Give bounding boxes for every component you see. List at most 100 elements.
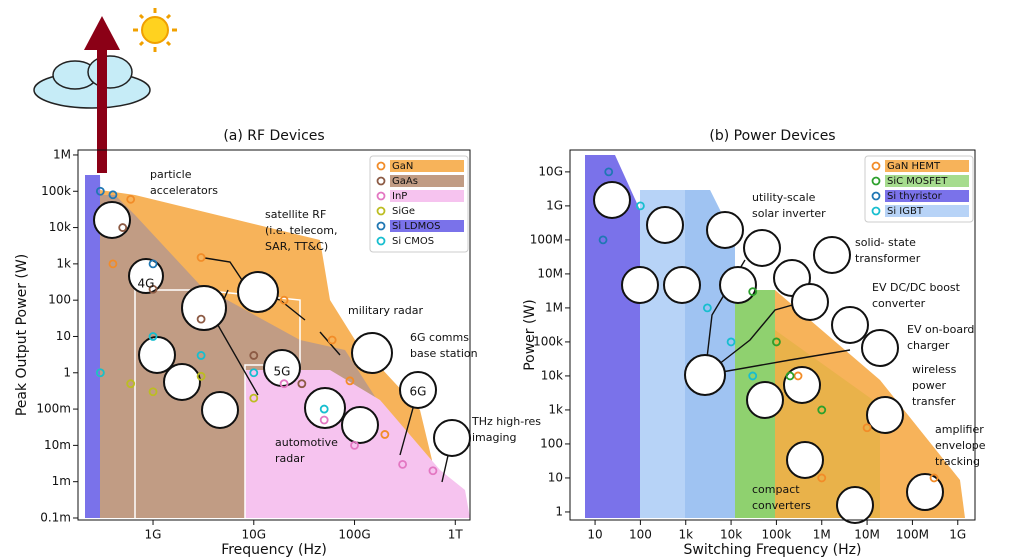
point (817, 473, 827, 483)
icon (684, 354, 726, 396)
x-tick-label: 100k (761, 528, 791, 542)
legend-label: Si thyristor (887, 191, 943, 202)
y-tick-label: 0.1m (40, 510, 71, 524)
y-tick-label: 10 (548, 470, 563, 484)
icon (93, 201, 131, 239)
point (772, 337, 781, 347)
annotation: EV on-board (907, 323, 974, 336)
point (929, 473, 939, 483)
y-tick-label: 100M (530, 232, 563, 246)
point (350, 440, 359, 450)
annotation: utility-scale (752, 191, 816, 204)
point (118, 223, 128, 232)
annotation: military radar (348, 304, 423, 317)
legend-label: Si LDMOS (392, 221, 440, 232)
y-tick-label: 1G (546, 198, 563, 212)
icon (706, 211, 744, 249)
y-tick-label: 1M (53, 147, 71, 161)
annotation: automotive (275, 436, 338, 449)
y-tick-label: 100m (36, 402, 71, 416)
y-tick-label: 10k (541, 368, 563, 382)
point (726, 337, 736, 347)
point (126, 194, 136, 204)
x-tick-label: 100M (896, 528, 929, 542)
x-tick-label: 1G (145, 528, 162, 542)
x-tick-label: 1G (949, 528, 966, 542)
point (793, 371, 803, 381)
point (748, 287, 758, 297)
icon (861, 329, 899, 367)
sun-rays (133, 8, 177, 52)
legend-marker (871, 206, 881, 216)
legend-label: GaN (392, 161, 413, 172)
legend-marker (376, 221, 386, 231)
icon (866, 396, 904, 434)
icon (593, 181, 631, 219)
legend-marker (376, 176, 386, 186)
annotation: radar (275, 452, 305, 465)
plot-frame (569, 149, 976, 521)
point (108, 259, 118, 269)
x-axis-label: Frequency (Hz) (221, 542, 327, 558)
sun (141, 16, 169, 44)
annotation: THz high-res (471, 415, 541, 428)
y-axis-label: Peak Output Power (W) (14, 254, 30, 416)
legend-swatch (390, 190, 464, 202)
point (748, 371, 758, 381)
point (319, 415, 329, 425)
y-axis-label: Power (W) (522, 299, 538, 371)
annotation: solid- state (855, 236, 916, 249)
legend-label: Si IGBT (887, 206, 924, 217)
point (862, 423, 872, 433)
point (702, 303, 712, 313)
icon (791, 283, 829, 321)
icon (836, 486, 874, 524)
legend-swatch (390, 175, 464, 187)
annotation: power (912, 379, 946, 392)
point (126, 379, 136, 389)
legend-marker (871, 161, 881, 171)
y-tick-label: 10M (537, 266, 563, 280)
point (196, 253, 206, 262)
point (196, 351, 206, 360)
annotation: (i.e. telecom, (265, 224, 338, 237)
point (380, 430, 390, 439)
x-tick-label: 10G (241, 528, 266, 542)
point (249, 351, 259, 360)
icon (237, 271, 279, 313)
annotation: satellite RF (265, 208, 326, 221)
icon (138, 336, 176, 374)
legend-marker (376, 236, 386, 246)
chart-title: (b) Power Devices (709, 128, 835, 144)
legend-swatch (390, 220, 464, 232)
annotation: converter (872, 297, 926, 310)
point (249, 368, 259, 378)
annotation: converters (752, 499, 811, 512)
icon (663, 266, 701, 304)
point (148, 387, 158, 397)
x-axis-label: Switching Frequency (Hz) (684, 542, 862, 558)
point (148, 284, 158, 294)
y-tick-label: 10 (56, 329, 71, 343)
icon (304, 387, 346, 429)
icon (719, 266, 757, 304)
x-tick-label: 10 (587, 528, 602, 542)
legend-marker (376, 206, 386, 216)
legend-label: GaAs (392, 176, 418, 187)
point (95, 186, 105, 196)
annotation: transfer (912, 395, 956, 408)
annotation: 6G comms (410, 331, 469, 344)
x-tick-label: 10k (720, 528, 742, 542)
icon (201, 391, 239, 429)
annotation: SAR, TT&C) (265, 240, 328, 253)
decor (33, 8, 944, 524)
annotation: envelope (935, 439, 986, 452)
icon (163, 363, 201, 401)
annotation: particle (150, 168, 192, 181)
y-tick-label: 1 (555, 504, 563, 518)
annotation: transformer (855, 252, 921, 265)
icon (746, 381, 784, 419)
plot-frame (77, 149, 471, 521)
region (685, 190, 735, 518)
annotation: accelerators (150, 184, 218, 197)
